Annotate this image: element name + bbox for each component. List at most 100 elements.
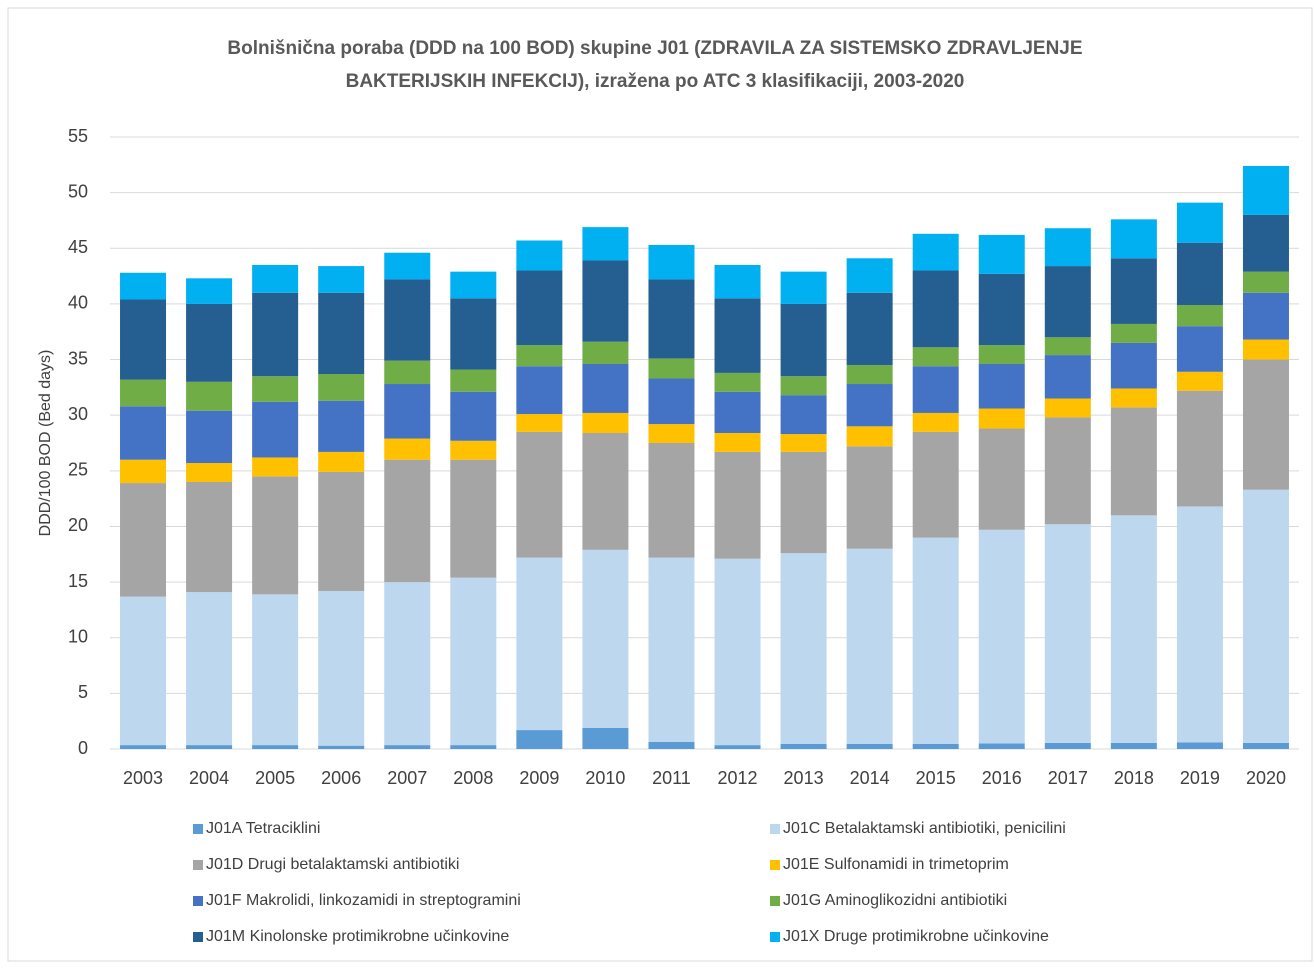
y-tick-label: 45 xyxy=(68,237,88,257)
bar-segment xyxy=(912,233,959,271)
x-tick-label: 2016 xyxy=(982,768,1022,788)
bar-segment xyxy=(780,303,827,377)
bar-segment xyxy=(978,408,1025,429)
bar-segment xyxy=(978,273,1025,346)
bar-segment xyxy=(120,596,167,746)
bar-segment xyxy=(1176,742,1223,749)
bar-segment xyxy=(1242,271,1289,293)
bar-segment xyxy=(120,459,167,484)
bar-segment xyxy=(1110,515,1157,743)
legend-swatch xyxy=(193,896,203,906)
bar-segment xyxy=(516,431,563,558)
bar-segment xyxy=(1110,407,1157,516)
bar-segment xyxy=(516,345,563,367)
bar-segment xyxy=(912,347,959,367)
bar-segment xyxy=(186,381,233,411)
bar-segment xyxy=(846,548,893,744)
bar-segment xyxy=(252,457,299,477)
bar-segment xyxy=(1176,371,1223,391)
bar-segment xyxy=(1044,398,1091,418)
legend-label: J01X Druge protimikrobne učinkovine xyxy=(783,928,1049,945)
bar-segment xyxy=(648,279,695,359)
chart-title: Bolnišnična poraba (DDD na 100 BOD) skup… xyxy=(227,38,1082,59)
legend-swatch xyxy=(193,824,203,834)
bar-segment xyxy=(846,446,893,549)
bar-segment xyxy=(978,428,1025,530)
bar-segment xyxy=(648,557,695,742)
bar-segment xyxy=(384,459,431,583)
x-tick-label: 2014 xyxy=(850,768,890,788)
bar-segment xyxy=(780,451,827,554)
y-tick-label: 10 xyxy=(68,626,88,646)
y-tick-label: 20 xyxy=(68,515,88,535)
bar-segment xyxy=(516,270,563,346)
bar-segment xyxy=(1176,506,1223,743)
y-tick-label: 15 xyxy=(68,571,88,591)
bar-segment xyxy=(1176,305,1223,327)
bar-segment xyxy=(1242,489,1289,743)
bar-segment xyxy=(582,227,629,261)
x-tick-label: 2007 xyxy=(387,768,427,788)
y-tick-label: 55 xyxy=(68,126,88,146)
x-tick-label: 2009 xyxy=(519,768,559,788)
bar-segment xyxy=(1044,228,1091,267)
bar-segment xyxy=(516,730,563,749)
bar-segment xyxy=(318,451,365,472)
bar-segment xyxy=(450,459,497,578)
bar-segment xyxy=(516,366,563,415)
bar-segment xyxy=(516,240,563,271)
bar-segment xyxy=(582,260,629,342)
bar-segment xyxy=(780,743,827,749)
bar-segment xyxy=(1110,323,1157,343)
bar-segment xyxy=(978,234,1025,274)
bar-segment xyxy=(252,745,299,749)
bar-segment xyxy=(1242,165,1289,215)
bar-segment xyxy=(582,363,629,413)
bar-segment xyxy=(648,244,695,280)
legend-swatch xyxy=(770,932,780,942)
bar-segment xyxy=(318,266,365,293)
bar-segment xyxy=(186,463,233,482)
x-tick-label: 2012 xyxy=(718,768,758,788)
bar-segment xyxy=(252,376,299,402)
bar-segment xyxy=(450,745,497,749)
bar-segment xyxy=(384,582,431,746)
legend-label: J01D Drugi betalaktamski antibiotiki xyxy=(206,856,459,873)
y-tick-label: 25 xyxy=(68,460,88,480)
legend-label: J01G Aminoglikozidni antibiotiki xyxy=(783,892,1007,909)
bar-segment xyxy=(912,743,959,749)
bar-segment xyxy=(384,360,431,385)
bar-segment xyxy=(912,270,959,348)
bar-segment xyxy=(252,476,299,595)
bar-segment xyxy=(582,412,629,433)
x-tick-label: 2018 xyxy=(1114,768,1154,788)
bar-segment xyxy=(846,292,893,366)
bar-segment xyxy=(780,553,827,744)
x-tick-label: 2010 xyxy=(585,768,625,788)
bar-segment xyxy=(1176,202,1223,243)
chart-title: BAKTERIJSKIH INFEKCIJ), izražena po ATC … xyxy=(346,71,965,92)
bar-segment xyxy=(186,745,233,749)
x-tick-label: 2017 xyxy=(1048,768,1088,788)
y-axis-label: DDD/100 BOD (Bed days) xyxy=(37,350,54,537)
x-tick-label: 2019 xyxy=(1180,768,1220,788)
bar-segment xyxy=(186,410,233,464)
legend-swatch xyxy=(770,860,780,870)
bar-segment xyxy=(1110,219,1157,259)
bar-segment xyxy=(714,558,761,746)
bar-segment xyxy=(714,745,761,749)
bar-segment xyxy=(120,299,167,380)
bar-segment xyxy=(384,279,431,361)
bar-segment xyxy=(582,727,629,749)
bar-segment xyxy=(978,345,1025,364)
x-tick-label: 2008 xyxy=(453,768,493,788)
legend-swatch xyxy=(770,896,780,906)
bar-segment xyxy=(912,537,959,744)
bar-segment xyxy=(318,292,365,375)
bar-segment xyxy=(714,391,761,433)
bar-segment xyxy=(1044,355,1091,399)
bar-segment xyxy=(648,424,695,443)
legend-swatch xyxy=(193,932,203,942)
bar-segment xyxy=(978,363,1025,409)
bar-segment xyxy=(780,395,827,435)
